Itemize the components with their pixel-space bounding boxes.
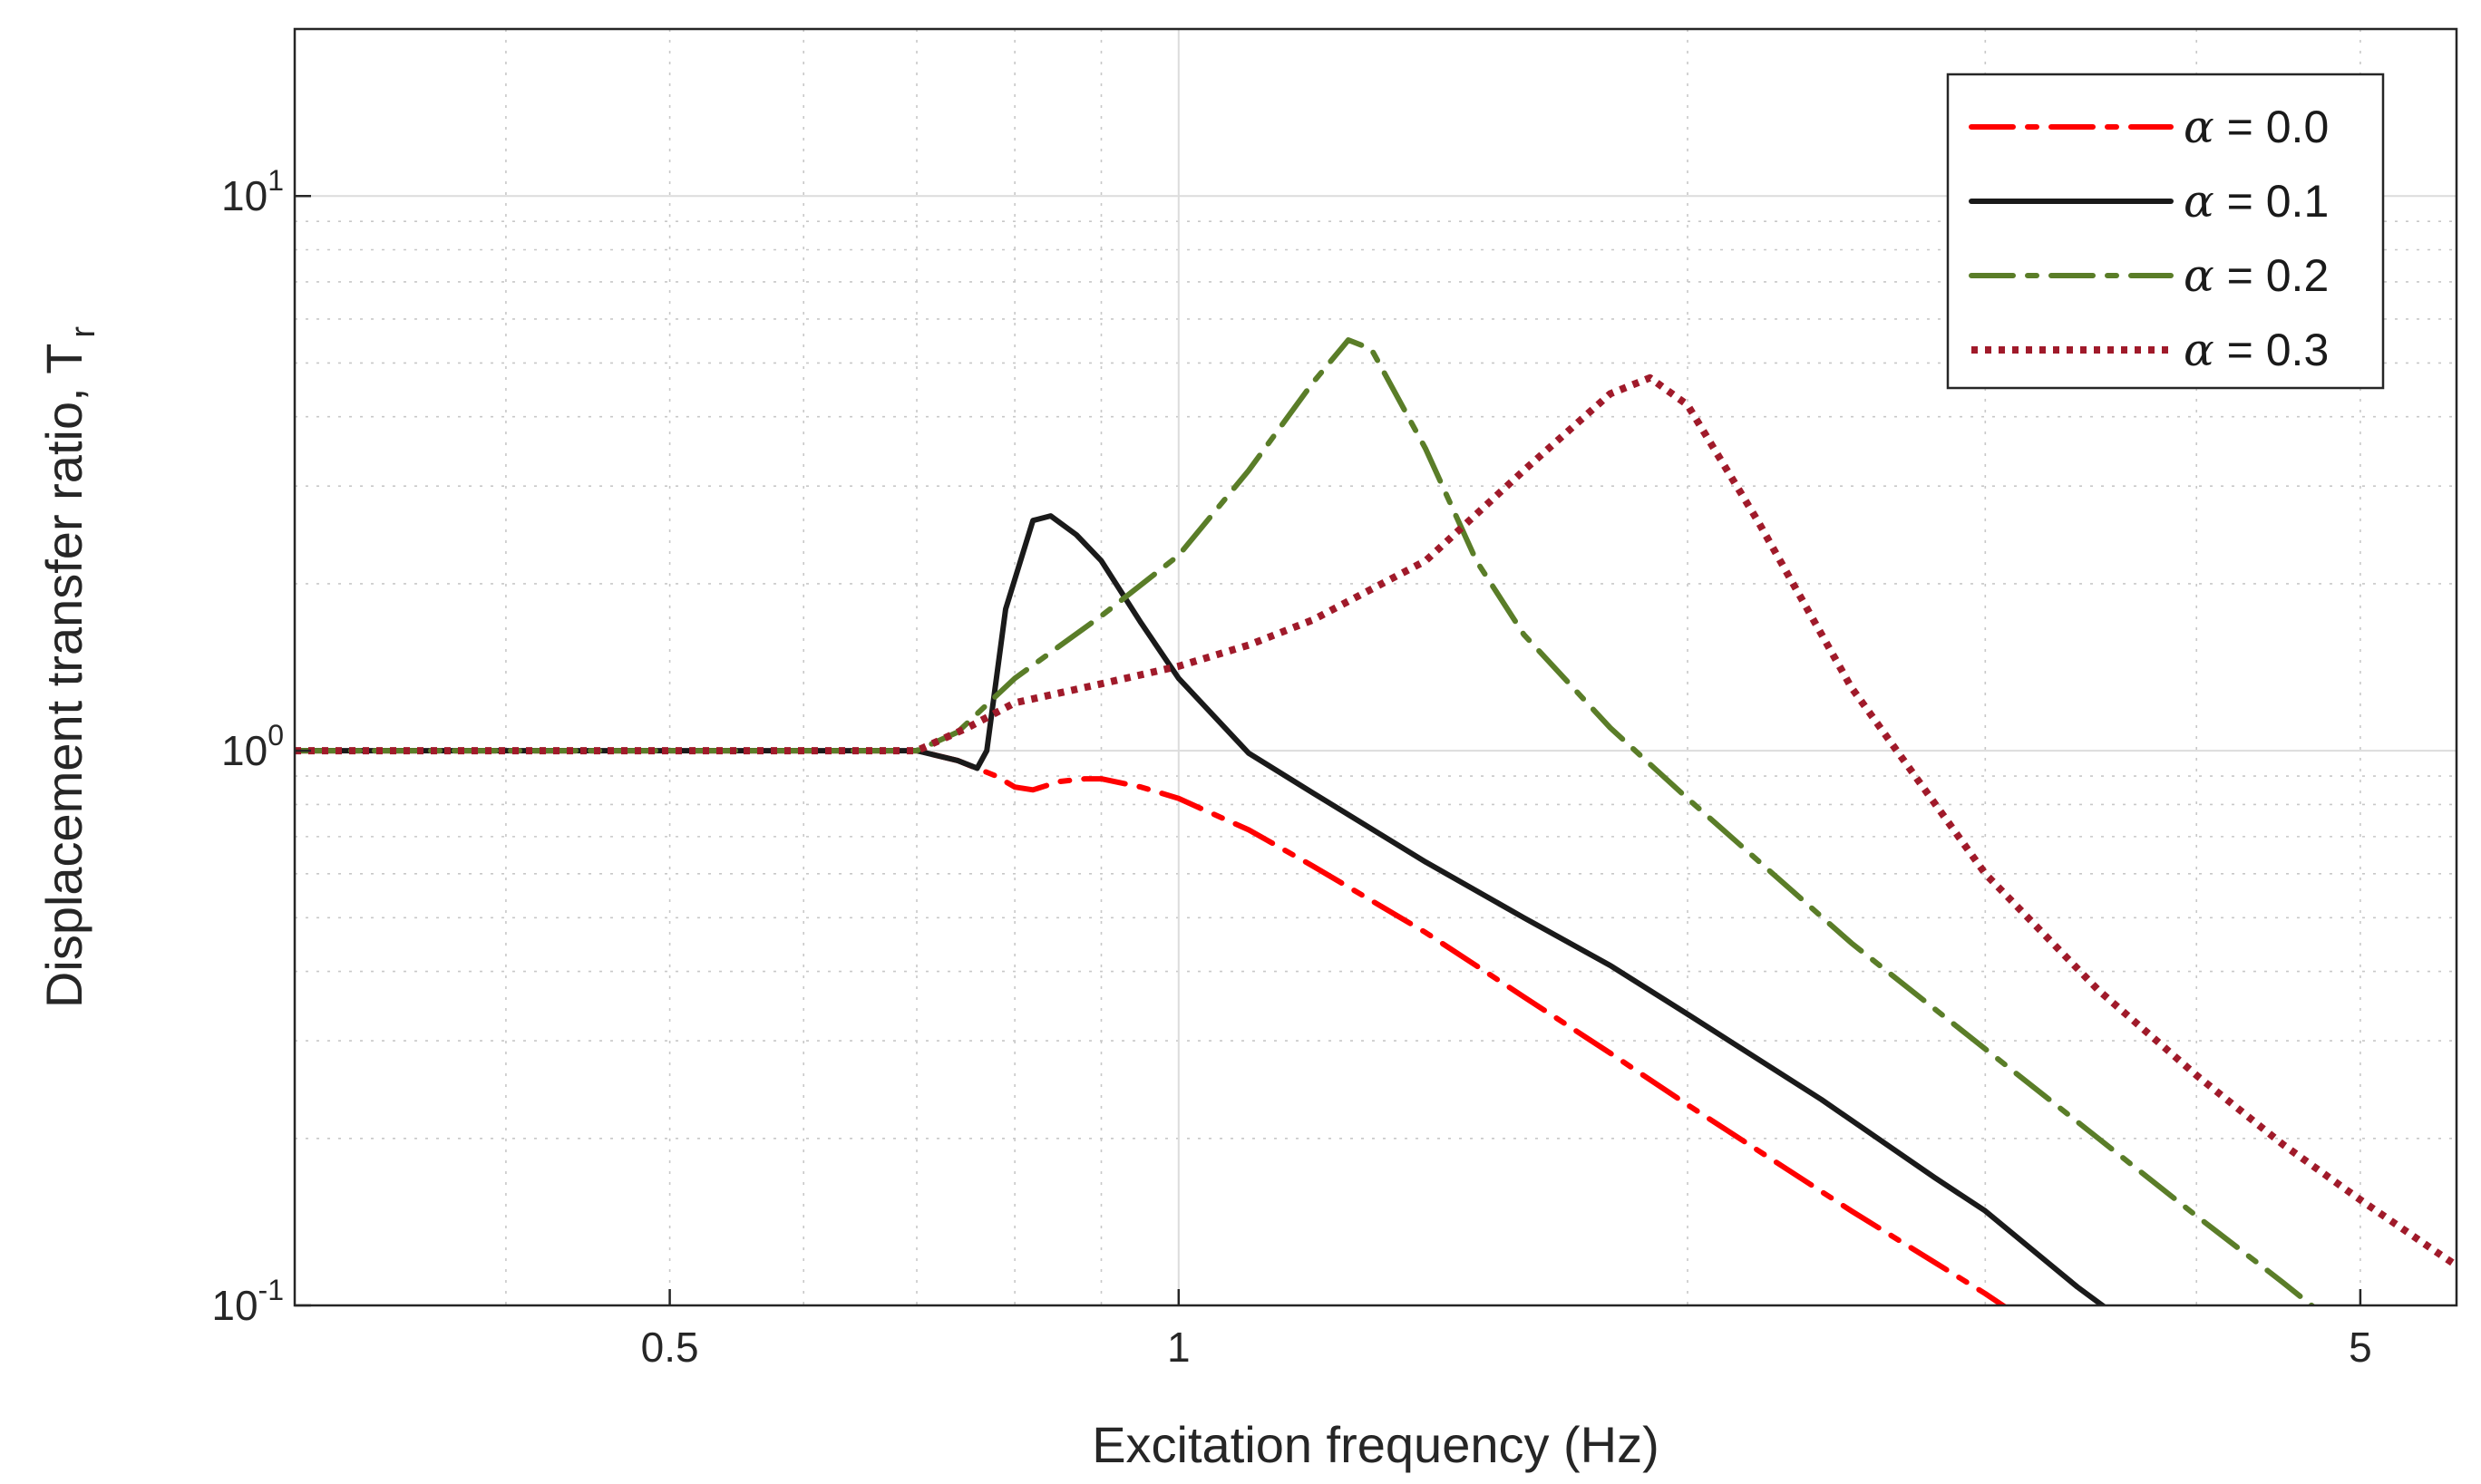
legend-value: = 0.1 bbox=[2214, 176, 2330, 227]
x-tick-label: 1 bbox=[1167, 1324, 1191, 1371]
series-line-1 bbox=[295, 513, 2107, 1305]
y-tick-exponent: 0 bbox=[268, 719, 284, 752]
x-axis-label: Excitation frequency (Hz) bbox=[1092, 1416, 1659, 1473]
y-axis-label-subscript: r bbox=[64, 326, 102, 338]
legend-value: = 0.0 bbox=[2214, 102, 2330, 152]
legend-label-0: α = 0.0 bbox=[2184, 101, 2329, 153]
x-tick-label: 5 bbox=[2349, 1324, 2372, 1371]
plot-frame bbox=[293, 27, 2458, 1307]
y-tick-exponent: 1 bbox=[268, 164, 284, 197]
y-tick-label: 101 bbox=[221, 164, 284, 219]
legend-alpha-symbol: α bbox=[2184, 175, 2214, 228]
x-tick-label: 0.5 bbox=[641, 1324, 699, 1371]
y-tick-base: 10 bbox=[211, 1282, 258, 1329]
y-tick-label: 10-1 bbox=[211, 1274, 284, 1329]
legend-alpha-symbol: α bbox=[2184, 101, 2214, 153]
legend: α = 0.0α = 0.1α = 0.2α = 0.3 bbox=[1946, 73, 2385, 390]
legend-label-1: α = 0.1 bbox=[2184, 175, 2329, 228]
y-tick-label: 100 bbox=[221, 719, 284, 774]
series-line-3 bbox=[295, 373, 2457, 1269]
legend-label-3: α = 0.3 bbox=[2184, 324, 2329, 376]
y-tick-base: 10 bbox=[221, 727, 268, 774]
legend-label-2: α = 0.2 bbox=[2184, 249, 2329, 302]
y-tick-exponent: -1 bbox=[258, 1274, 284, 1306]
x-axis-ticks: 0.5 1 5 bbox=[641, 1289, 2372, 1371]
legend-value: = 0.2 bbox=[2214, 250, 2330, 301]
legend-alpha-symbol: α bbox=[2184, 324, 2214, 376]
series-line-2 bbox=[295, 337, 2316, 1305]
series-layer bbox=[295, 337, 2457, 1305]
y-axis-label-main: Displacement transfer ratio, T bbox=[35, 344, 92, 1008]
y-tick-base: 10 bbox=[221, 172, 268, 219]
y-axis-label: Displacement transfer ratio, T r bbox=[35, 326, 102, 1008]
legend-alpha-symbol: α bbox=[2184, 249, 2214, 302]
legend-value: = 0.3 bbox=[2214, 325, 2330, 375]
